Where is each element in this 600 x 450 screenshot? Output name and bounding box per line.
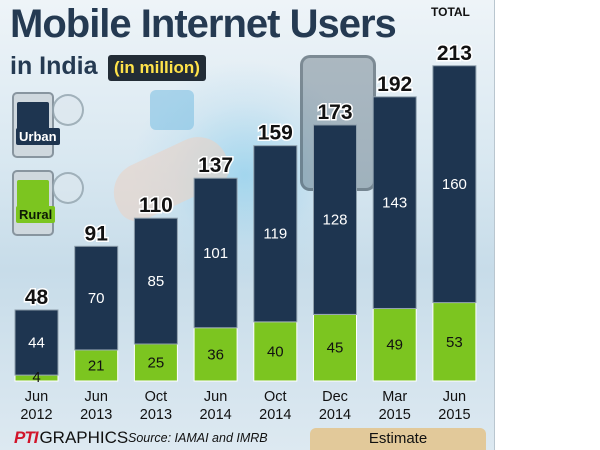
bar-rural-7 [432, 302, 477, 382]
frame-border [494, 0, 495, 450]
x-tick-month-3: Jun [204, 389, 227, 405]
source-note: Source: IAMAI and IMRB [128, 431, 268, 445]
label-urban-6: 143 [382, 195, 407, 212]
label-urban-3: 101 [203, 245, 228, 262]
label-rural-1: 21 [88, 357, 105, 374]
legend-urban-label: Urban [16, 128, 60, 145]
x-tick-month-0: Jun [25, 389, 48, 405]
label-total-7: 213 [437, 42, 472, 65]
label-urban-0: 44 [28, 335, 45, 352]
x-tick-month-4: Oct [264, 389, 287, 405]
label-total-5: 173 [317, 101, 352, 124]
x-tick-month-6: Mar [382, 389, 407, 405]
label-urban-5: 128 [322, 212, 347, 229]
legend-urban: Urban [12, 92, 84, 162]
label-total-4: 159 [258, 122, 293, 145]
x-tick-year-1: 2013 [80, 407, 112, 423]
legend-rural-label: Rural [16, 206, 56, 223]
bar-urban-2 [133, 217, 178, 345]
x-tick-year-7: 2015 [438, 407, 470, 423]
chart-subtitle: in India [10, 52, 98, 80]
unit-badge: (in million) [108, 55, 206, 81]
label-total-2: 110 [139, 194, 173, 217]
bar-rural-4 [253, 321, 298, 382]
bar-rural-3 [193, 327, 238, 382]
label-rural-4: 40 [267, 343, 284, 360]
label-rural-5: 45 [327, 340, 344, 357]
globe-icon [52, 94, 84, 126]
x-tick-month-2: Oct [145, 389, 168, 405]
bar-urban-6 [372, 96, 417, 309]
bar-urban-1 [74, 245, 119, 351]
label-urban-1: 70 [88, 290, 105, 307]
estimate-band: Estimate [310, 428, 486, 450]
label-rural-0: 4 [32, 369, 40, 386]
label-rural-7: 53 [446, 334, 463, 351]
legend-rural: Rural [12, 170, 84, 240]
x-tick-month-7: Jun [443, 389, 466, 405]
background-cart-icon [150, 90, 194, 130]
x-tick-year-3: 2014 [199, 407, 231, 423]
bar-chart: 44448Jun2012217091Jun20132585110Oct20133… [14, 40, 477, 423]
label-total-3: 137 [198, 154, 233, 177]
infographic: Mobile Internet Users in India (in milli… [0, 0, 494, 450]
x-tick-month-1: Jun [85, 389, 108, 405]
x-tick-year-4: 2014 [259, 407, 291, 423]
label-urban-2: 85 [148, 273, 165, 290]
pti-logo-mark: PTI [14, 428, 38, 447]
bar-urban-5 [313, 124, 357, 315]
label-rural-3: 36 [207, 346, 224, 363]
bar-urban-4 [253, 145, 298, 323]
bar-rural-1 [74, 349, 119, 382]
label-rural-2: 25 [148, 355, 165, 372]
x-tick-year-6: 2015 [379, 407, 411, 423]
x-tick-month-5: Dec [322, 389, 348, 405]
chart-title: Mobile Internet Users [10, 2, 397, 46]
label-total-1: 91 [85, 222, 109, 245]
total-label: TOTAL [431, 5, 470, 19]
x-tick-year-5: 2014 [319, 407, 351, 423]
bar-rural-6 [372, 307, 417, 382]
bar-urban-3 [193, 177, 238, 329]
label-rural-6: 49 [386, 337, 403, 354]
x-tick-year-0: 2012 [20, 407, 52, 423]
label-urban-7: 160 [442, 176, 467, 193]
label-total-6: 192 [377, 73, 412, 96]
logo-text: GRAPHICS [39, 428, 129, 447]
bar-urban-0 [14, 309, 59, 376]
x-tick-year-2: 2013 [140, 407, 172, 423]
estimate-label: Estimate [368, 430, 428, 447]
label-total-0: 48 [25, 286, 49, 309]
label-urban-4: 119 [263, 226, 287, 243]
globe-icon [52, 172, 84, 204]
bar-rural-5 [313, 313, 357, 382]
bar-urban-7 [432, 65, 477, 304]
pti-graphics-logo: PTI GRAPHICS [14, 428, 128, 448]
